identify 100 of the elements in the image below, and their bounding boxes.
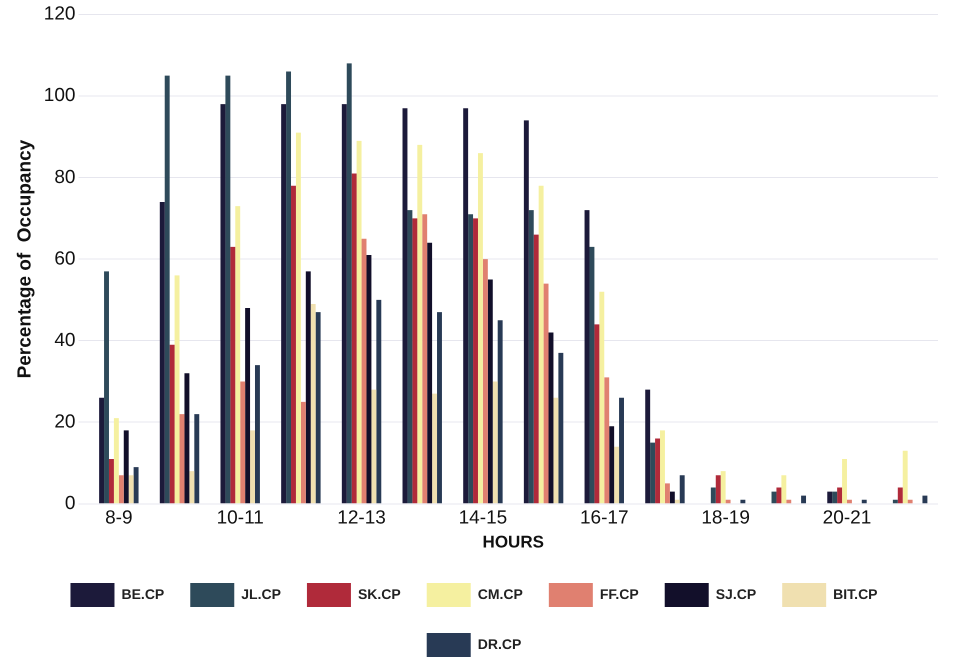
bar [478,153,483,504]
bar [664,483,670,504]
bar [104,271,109,504]
bar [114,418,119,504]
bar [594,324,600,504]
bar [124,430,129,504]
bar [108,458,114,504]
bar [674,500,680,504]
bar [716,475,721,504]
bar [655,438,660,504]
bar [660,430,665,504]
bar [184,373,190,504]
bar [356,140,362,504]
bar [128,475,134,504]
x-tick-label: 12-13 [337,507,386,528]
bar [164,76,170,504]
bar [538,186,544,504]
bar [553,398,558,504]
bar [99,398,104,504]
legend-label: SJ.CP [716,586,756,602]
bar [740,500,746,504]
bar [240,381,246,504]
bar [548,332,554,504]
bar [524,120,529,504]
bar [407,210,412,504]
bar [801,496,806,504]
legend-label: CM.CP [478,586,523,602]
y-tick-label: 0 [64,493,76,514]
bar [306,271,311,504]
bar [544,284,549,504]
bar [220,104,226,504]
bar [417,144,422,504]
bar [170,344,175,504]
bar [180,414,184,504]
x-tick-label: 8-9 [105,507,133,528]
y-tick-label: 120 [44,4,76,25]
legend-label: DR.CP [478,636,522,652]
y-tick-label: 100 [44,85,76,106]
legend-label: SK.CP [358,586,401,602]
x-tick-label: 20-21 [822,507,872,528]
bar [720,471,726,504]
x-tick-label: 18-19 [701,507,750,528]
legend-label: BE.CP [121,586,164,602]
bar [134,467,139,504]
y-tick-label: 40 [54,330,76,351]
bar [352,173,357,504]
y-tick-label: 20 [54,411,76,432]
bar [908,500,913,504]
bar [473,218,478,504]
bar [250,430,255,504]
legend-label: JL.CP [241,586,281,602]
bar [300,402,306,504]
bar [346,63,352,504]
bar [599,292,604,504]
bar [498,320,503,504]
bar [534,234,539,504]
bar [468,214,474,504]
bar [892,500,898,504]
bar [281,104,286,504]
bar [614,446,620,504]
bar [670,492,675,504]
bar [528,210,534,504]
bar [412,218,418,504]
bar [432,394,438,504]
bar [482,259,488,504]
bar [922,496,928,504]
y-tick-label: 60 [54,248,76,270]
bar [492,381,498,504]
bar [842,458,847,504]
bar [362,238,366,504]
bar [174,275,180,504]
bar [316,312,321,504]
bar [225,76,230,504]
bar [427,242,432,504]
bar [898,487,903,504]
y-axis-title: Percentage of Occupancy [14,139,36,378]
bar [118,475,124,504]
y-tick-label: 80 [54,166,76,188]
bar [772,492,776,504]
bar [902,450,908,504]
bar [230,246,236,504]
x-axis-title: HOURS [482,532,544,552]
bar [194,414,200,504]
x-tick-label: 10-11 [216,507,264,528]
bar [710,487,716,504]
bar [291,186,296,504]
bar [650,442,656,504]
bar [189,471,194,504]
bar [680,475,685,504]
bar [296,132,301,504]
bar [862,500,867,504]
bar [286,71,292,504]
bar [619,398,624,504]
bar [832,492,838,504]
bar [589,246,594,504]
bar [342,104,347,504]
bar [837,487,842,504]
bar [371,390,376,504]
bar [310,304,316,504]
bar [366,255,372,504]
